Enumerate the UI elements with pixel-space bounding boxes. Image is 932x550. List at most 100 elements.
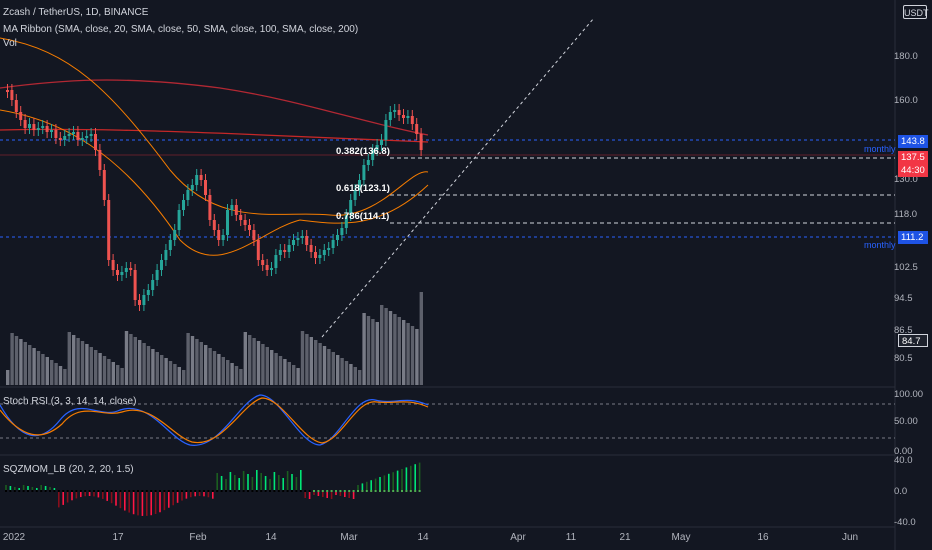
squeeze-dot [401,490,403,492]
volume-bar [371,319,375,385]
candle-body [261,260,265,265]
price-tick: 118.0 [894,209,918,220]
volume-bar [146,346,151,385]
squeeze-dot [273,490,276,492]
candle-body [190,185,194,190]
squeeze-dot [365,490,368,492]
squeeze-dot [286,490,289,492]
squeeze-dot [84,490,87,492]
squeeze-dot [44,490,47,492]
squeeze-dot [93,490,95,492]
squeeze-dot [211,490,214,492]
candle-body [204,180,207,195]
candle-body [349,200,353,215]
candle-body [344,215,348,228]
squeeze-dot [418,490,421,492]
squeeze-dot [304,490,307,492]
squeeze-dot [291,490,293,492]
ma-ribbon-legend[interactable]: MA Ribbon (SMA, close, 20, SMA, close, 5… [3,24,359,35]
squeeze-dot [220,490,223,492]
volume-bar [340,358,344,385]
squeeze-dot [154,490,157,492]
candle-body [32,124,36,130]
candle-body [221,235,225,240]
fib-label-0382: 0.382(136.8) [336,146,390,157]
price-tick: 160.0 [894,95,918,106]
squeeze-dot [5,490,7,492]
stoch-rsi-legend[interactable]: Stoch RSI (3, 3, 14, 14, close) [3,396,137,407]
volume-bar [300,331,305,385]
candle-body [94,134,97,150]
volume-bar [129,334,133,385]
volume-bar [58,366,63,385]
price-badge-countdown: 44:30 [898,164,928,177]
squeeze-dot [299,490,302,492]
time-tick: 16 [757,532,769,543]
price-badge-monthly-low: 111.2 [898,231,928,244]
candle-body [239,215,243,220]
volume-bar [124,331,129,385]
candle-body [177,210,181,230]
squeeze-dot [145,490,148,492]
candle-body [85,136,89,138]
volume-legend[interactable]: Vol [3,38,17,49]
candle-body [322,250,326,255]
squeeze-dot [379,490,381,492]
candle-body [292,240,295,245]
symbol-legend[interactable]: Zcash / TetherUS, 1D, BINANCE [3,7,149,18]
squeeze-dot [352,490,355,492]
volume-bar [410,326,415,385]
volume-bar [116,365,120,385]
volume-bar [402,320,406,385]
sqz-tick: 40.0 [894,455,913,466]
squeeze-dot [185,490,188,492]
squeeze-dot [216,490,219,492]
squeeze-dot [383,490,386,492]
squeeze-dot [150,490,153,492]
volume-bar [54,363,58,385]
squeeze-dot [255,490,258,492]
volume-bar [415,329,419,385]
stoch-tick: 50.00 [894,416,918,427]
squeeze-dot [132,490,135,492]
squeeze-dot [392,490,395,492]
volume-bar [375,322,379,385]
squeeze-dot [123,490,126,492]
squeeze-dot [141,490,144,492]
fib-label-0786: 0.786(114.1) [336,211,390,222]
sqzmom-legend[interactable]: SQZMOM_LB (20, 2, 20, 1.5) [3,464,134,475]
volume-bar [256,341,261,385]
candle-body [270,268,273,270]
candle-body [243,220,247,225]
stoch-tick: 100.00 [894,389,924,400]
volume-bar [230,363,234,385]
volume-bar [278,356,283,385]
ma-100-line [0,128,429,143]
currency-button[interactable]: USDT [903,5,929,19]
squeeze-dot [295,490,298,492]
candle-body [336,235,339,240]
volume-bar [111,362,115,385]
volume-bar [393,314,397,385]
squeeze-dot [75,490,78,492]
candle-body [116,270,119,275]
squeeze-dot [22,490,25,492]
squeeze-dot [269,490,271,492]
volume-bar [89,347,93,385]
candle-body [129,268,133,270]
volume-bar [331,352,335,385]
volume-bar [50,360,54,385]
candle-body [371,150,375,160]
candle-body [410,116,414,124]
candle-body [415,124,419,134]
squeeze-dot [97,490,100,492]
candle-body [283,250,287,252]
candle-body [380,140,383,145]
candle-body [327,248,331,250]
volume-bar [182,370,186,385]
volume-bar [292,365,296,385]
squeeze-dot [110,490,113,492]
volume-bar [36,351,41,385]
volume-bar [366,316,371,385]
